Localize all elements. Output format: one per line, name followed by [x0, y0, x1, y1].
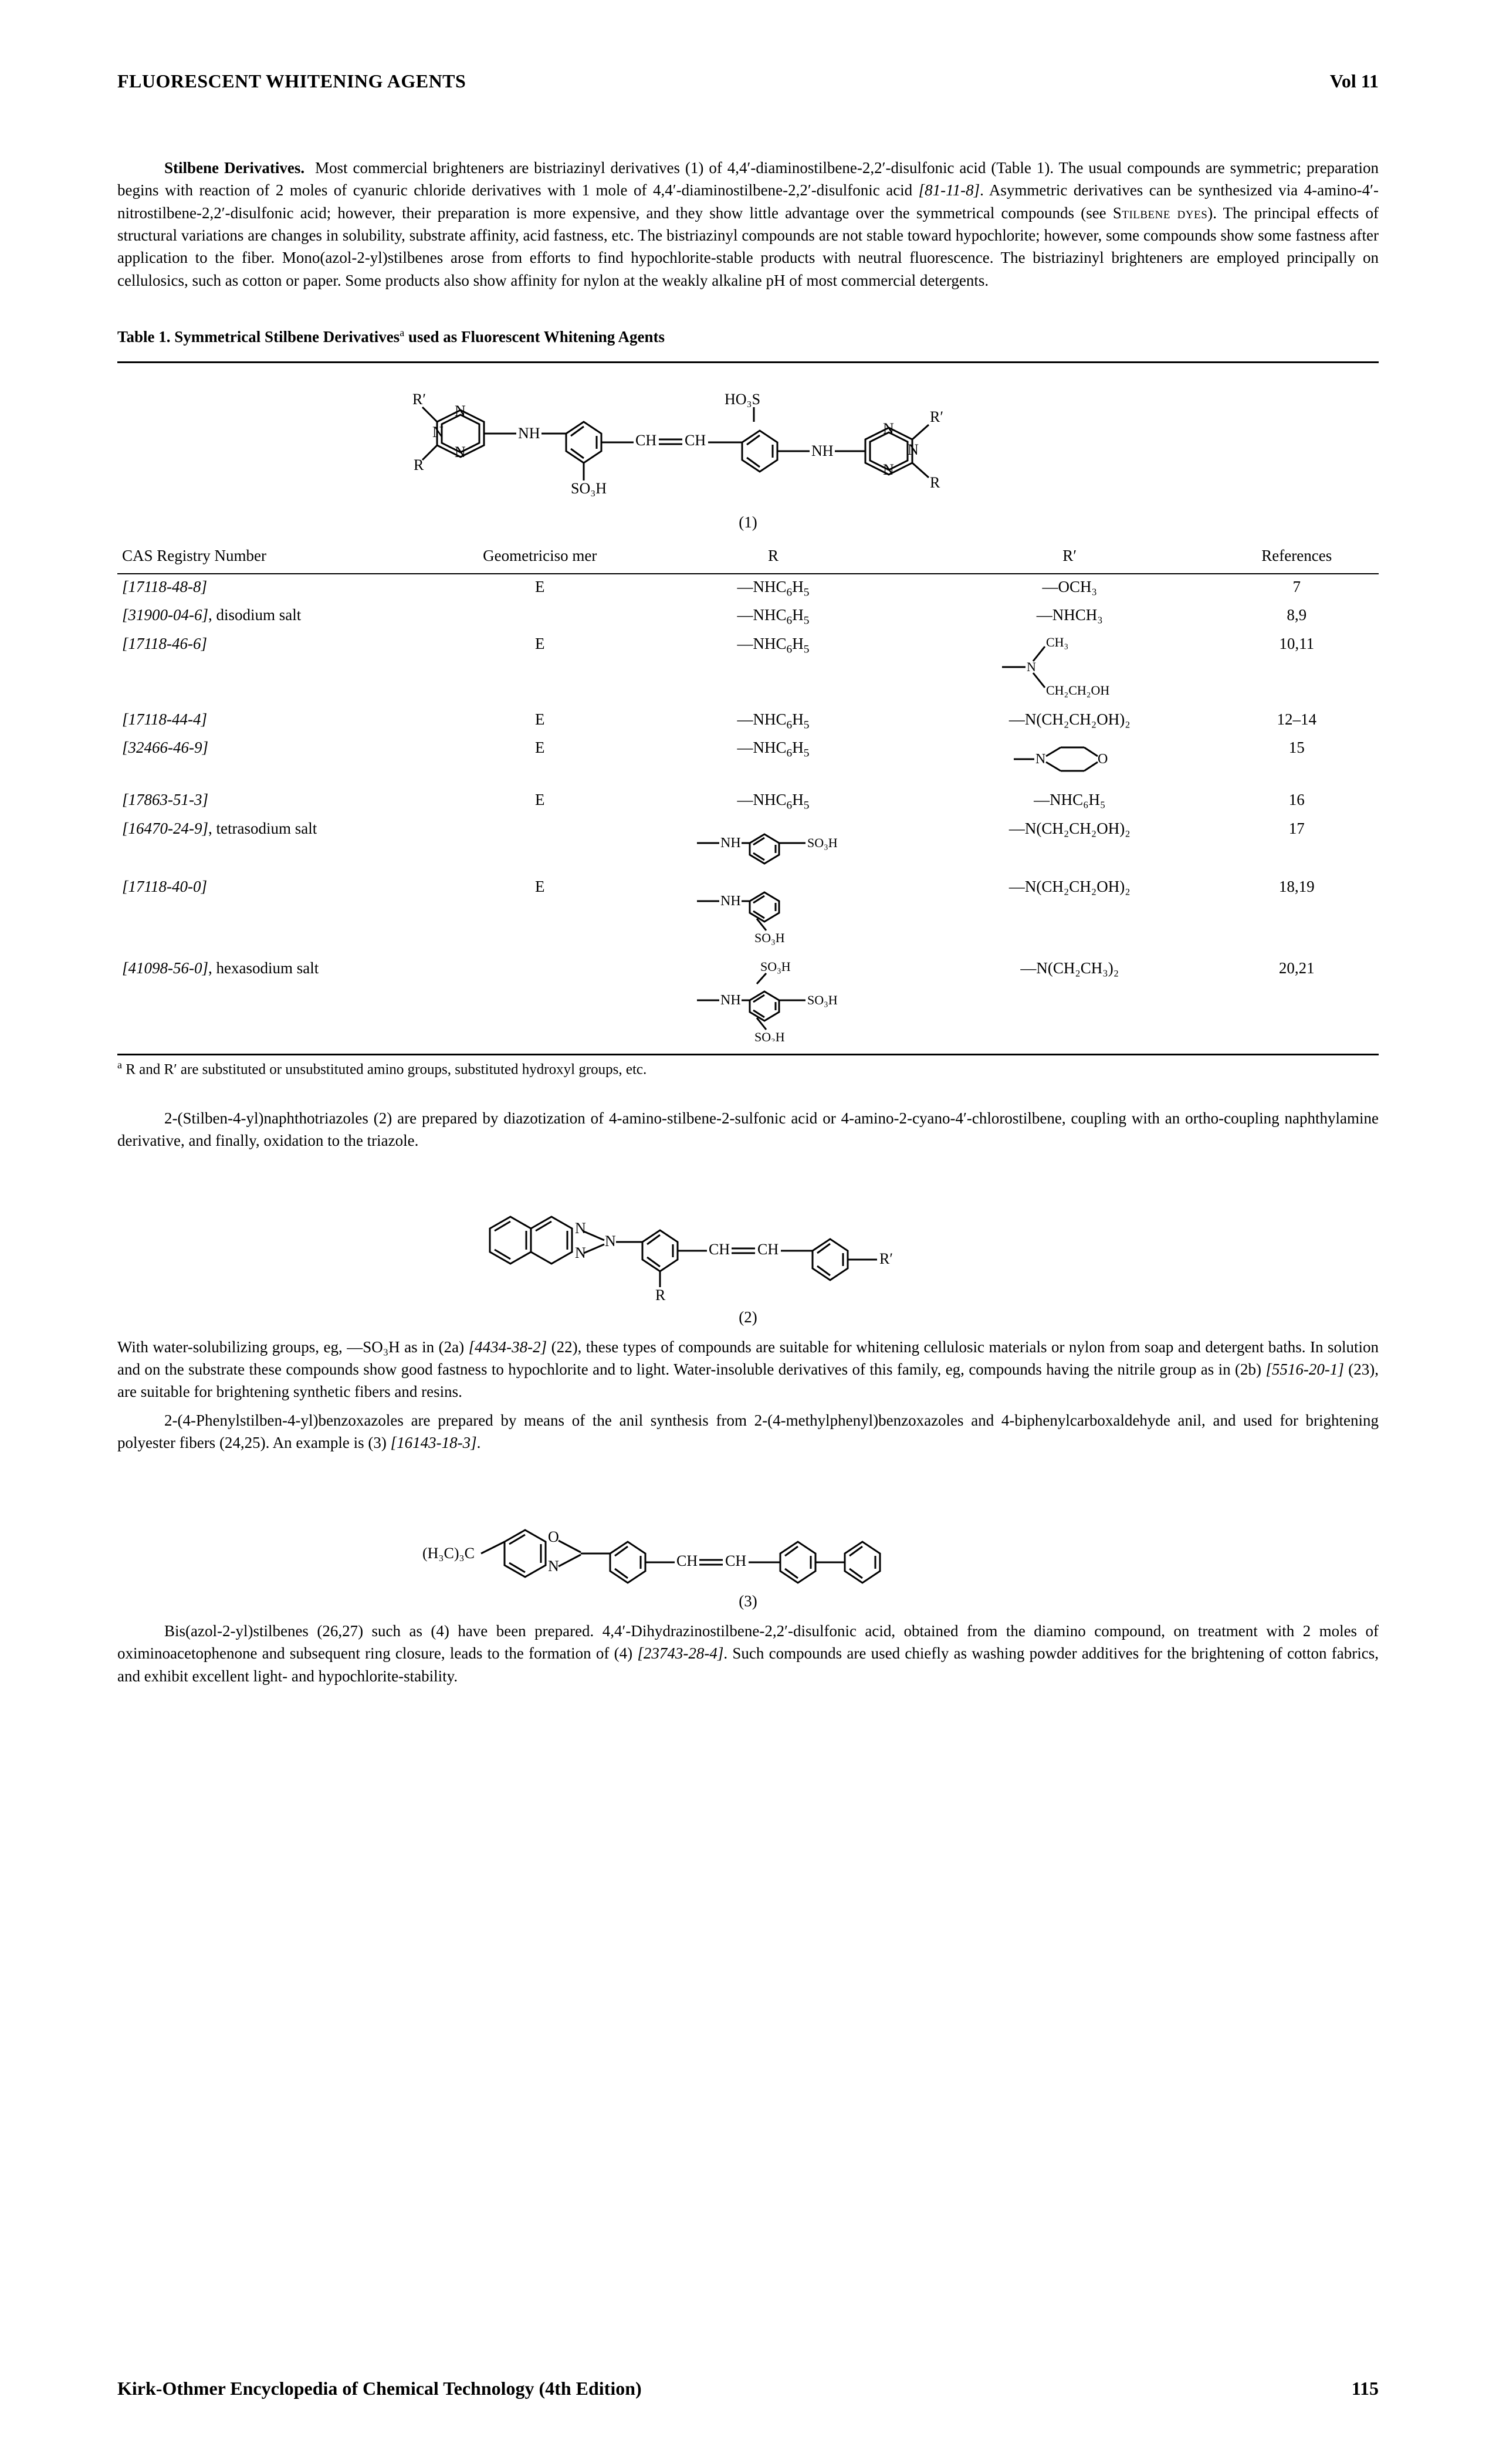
table-row: [16470-24-9], tetrasodium salt NH SO₃H —…	[117, 816, 1379, 874]
svg-text:HO₃S: HO₃S	[725, 391, 760, 408]
para-3: With water-solubilizing groups, eg, —SO₃…	[117, 1336, 1379, 1403]
table-top-rule	[117, 361, 1379, 363]
svg-text:SO₃H: SO₃H	[754, 1030, 785, 1041]
page-header: FLUORESCENT WHITENING AGENTS Vol 11	[117, 70, 1379, 92]
svg-text:R′: R′	[879, 1250, 893, 1267]
svg-text:CH₃: CH₃	[1046, 635, 1068, 649]
table-row: [17118-46-6]E—NHC6H5 N CH₃ CH₂CH₂OH 10,1…	[117, 631, 1379, 707]
para-4: 2-(4-Phenylstilben-4-yl)benzoxazoles are…	[117, 1409, 1379, 1454]
svg-text:SO₃H: SO₃H	[754, 930, 785, 945]
svg-text:N: N	[455, 444, 466, 461]
table-row: [17118-40-0]E NH SO₃H —N(CH₂CH₂OH)₂18,19	[117, 874, 1379, 956]
svg-text:N: N	[883, 461, 894, 478]
svg-text:R′: R′	[412, 391, 426, 408]
page: FLUORESCENT WHITENING AGENTS Vol 11 Stil…	[0, 0, 1496, 2464]
col-Rp: R′	[925, 541, 1215, 574]
svg-text:SO₃H: SO₃H	[760, 959, 791, 974]
svg-text:R′: R′	[930, 408, 943, 425]
structure-2-label: (2)	[117, 1308, 1379, 1326]
svg-text:NH: NH	[720, 835, 741, 851]
svg-text:CH: CH	[709, 1241, 730, 1258]
table-row: [32466-46-9]E—NHC6H5 N O 15	[117, 735, 1379, 787]
svg-text:R: R	[655, 1287, 666, 1304]
footer-source: Kirk-Othmer Encyclopedia of Chemical Tec…	[117, 2378, 642, 2399]
svg-text:CH₂CH₂OH: CH₂CH₂OH	[1046, 683, 1109, 698]
svg-text:SO₃H: SO₃H	[807, 993, 838, 1007]
svg-text:SO₃H: SO₃H	[807, 835, 838, 850]
svg-text:CH: CH	[725, 1552, 746, 1569]
svg-text:N: N	[1027, 659, 1036, 674]
svg-text:NH: NH	[811, 442, 834, 459]
svg-text:N: N	[455, 402, 466, 419]
table1-title-suffix: used as Fluorescent Whitening Agents	[404, 328, 665, 346]
svg-text:CH: CH	[676, 1552, 698, 1569]
table-row: [41098-56-0], hexasodium salt NH SO₃HSO₃…	[117, 956, 1379, 1049]
svg-text:N: N	[432, 424, 444, 441]
intro-run-in: Stilbene Derivatives.	[164, 159, 304, 177]
para2-text: 2-(Stilben-4-yl)naphthotriazoles (2) are…	[117, 1109, 1379, 1149]
svg-text:N: N	[575, 1220, 586, 1237]
svg-text:CH: CH	[757, 1241, 779, 1258]
svg-text:NH: NH	[720, 993, 741, 1008]
col-refs: References	[1215, 541, 1379, 574]
svg-text:(H₃C)₃C: (H₃C)₃C	[422, 1545, 475, 1562]
table-row: [17118-44-4]E—NHC6H5—N(CH₂CH₂OH)₂12–14	[117, 707, 1379, 735]
svg-text:N: N	[908, 441, 919, 458]
table-row: [31900-04-6], disodium salt—NHC6H5—NHCH₃…	[117, 603, 1379, 631]
table1-footnote: a R and R′ are substituted or unsubstitu…	[117, 1059, 1379, 1078]
svg-text:R: R	[930, 474, 940, 491]
table-row: [17863-51-3]E—NHC6H5—NHC₆H₅16	[117, 787, 1379, 815]
page-footer: Kirk-Othmer Encyclopedia of Chemical Tec…	[117, 2378, 1379, 2399]
structure-3-label: (3)	[117, 1592, 1379, 1610]
structure-2: N N N R CH CH	[117, 1187, 1379, 1326]
svg-text:R: R	[414, 456, 424, 473]
para-5: Bis(azol-2-yl)stilbenes (26,27) such as …	[117, 1620, 1379, 1687]
col-geo: Geometriciso mer	[458, 541, 622, 574]
col-cas: CAS Registry Number	[117, 541, 458, 574]
svg-text:N: N	[1035, 752, 1045, 767]
svg-text:O: O	[548, 1528, 559, 1545]
table1: CAS Registry Number Geometriciso mer R R…	[117, 541, 1379, 1049]
footnote-text: R and R′ are substituted or unsubstitute…	[126, 1061, 647, 1077]
svg-text:CH: CH	[685, 432, 706, 449]
structure-1-label: (1)	[117, 513, 1379, 532]
svg-text:N: N	[548, 1558, 559, 1575]
svg-text:CH: CH	[635, 432, 656, 449]
table1-title-prefix: Table 1. Symmetrical Stilbene Derivative…	[117, 328, 400, 346]
svg-text:NH: NH	[720, 893, 741, 909]
svg-text:N: N	[605, 1233, 616, 1250]
table-row: [17118-48-8]E—NHC6H5—OCH₃7	[117, 574, 1379, 603]
para5-text: Bis(azol-2-yl)stilbenes (26,27) such as …	[117, 1622, 1379, 1685]
para-2: 2-(Stilben-4-yl)naphthotriazoles (2) are…	[117, 1107, 1379, 1152]
para4-text: 2-(4-Phenylstilben-4-yl)benzoxazoles are…	[117, 1412, 1379, 1451]
para3-text: With water-solubilizing groups, eg, —SO₃…	[117, 1338, 1379, 1401]
structure-3: (H₃C)₃C O N CH	[117, 1489, 1379, 1610]
svg-text:O: O	[1098, 752, 1108, 767]
table-header-row: CAS Registry Number Geometriciso mer R R…	[117, 541, 1379, 574]
table-bottom-rule	[117, 1054, 1379, 1055]
svg-text:N: N	[883, 420, 894, 437]
col-R: R	[622, 541, 925, 574]
header-volume: Vol 11	[1330, 70, 1379, 92]
table1-title: Table 1. Symmetrical Stilbene Derivative…	[117, 327, 1379, 346]
intro-text: Most commercial brighteners are bistriaz…	[117, 159, 1379, 289]
footer-page: 115	[1352, 2378, 1379, 2399]
svg-text:NH: NH	[518, 425, 540, 442]
intro-paragraph: Stilbene Derivatives. Most commercial br…	[117, 157, 1379, 292]
header-title: FLUORESCENT WHITENING AGENTS	[117, 70, 466, 92]
svg-text:SO₃H: SO₃H	[571, 480, 607, 497]
structure-1: N N N R′ R NH SO₃H	[117, 375, 1379, 532]
